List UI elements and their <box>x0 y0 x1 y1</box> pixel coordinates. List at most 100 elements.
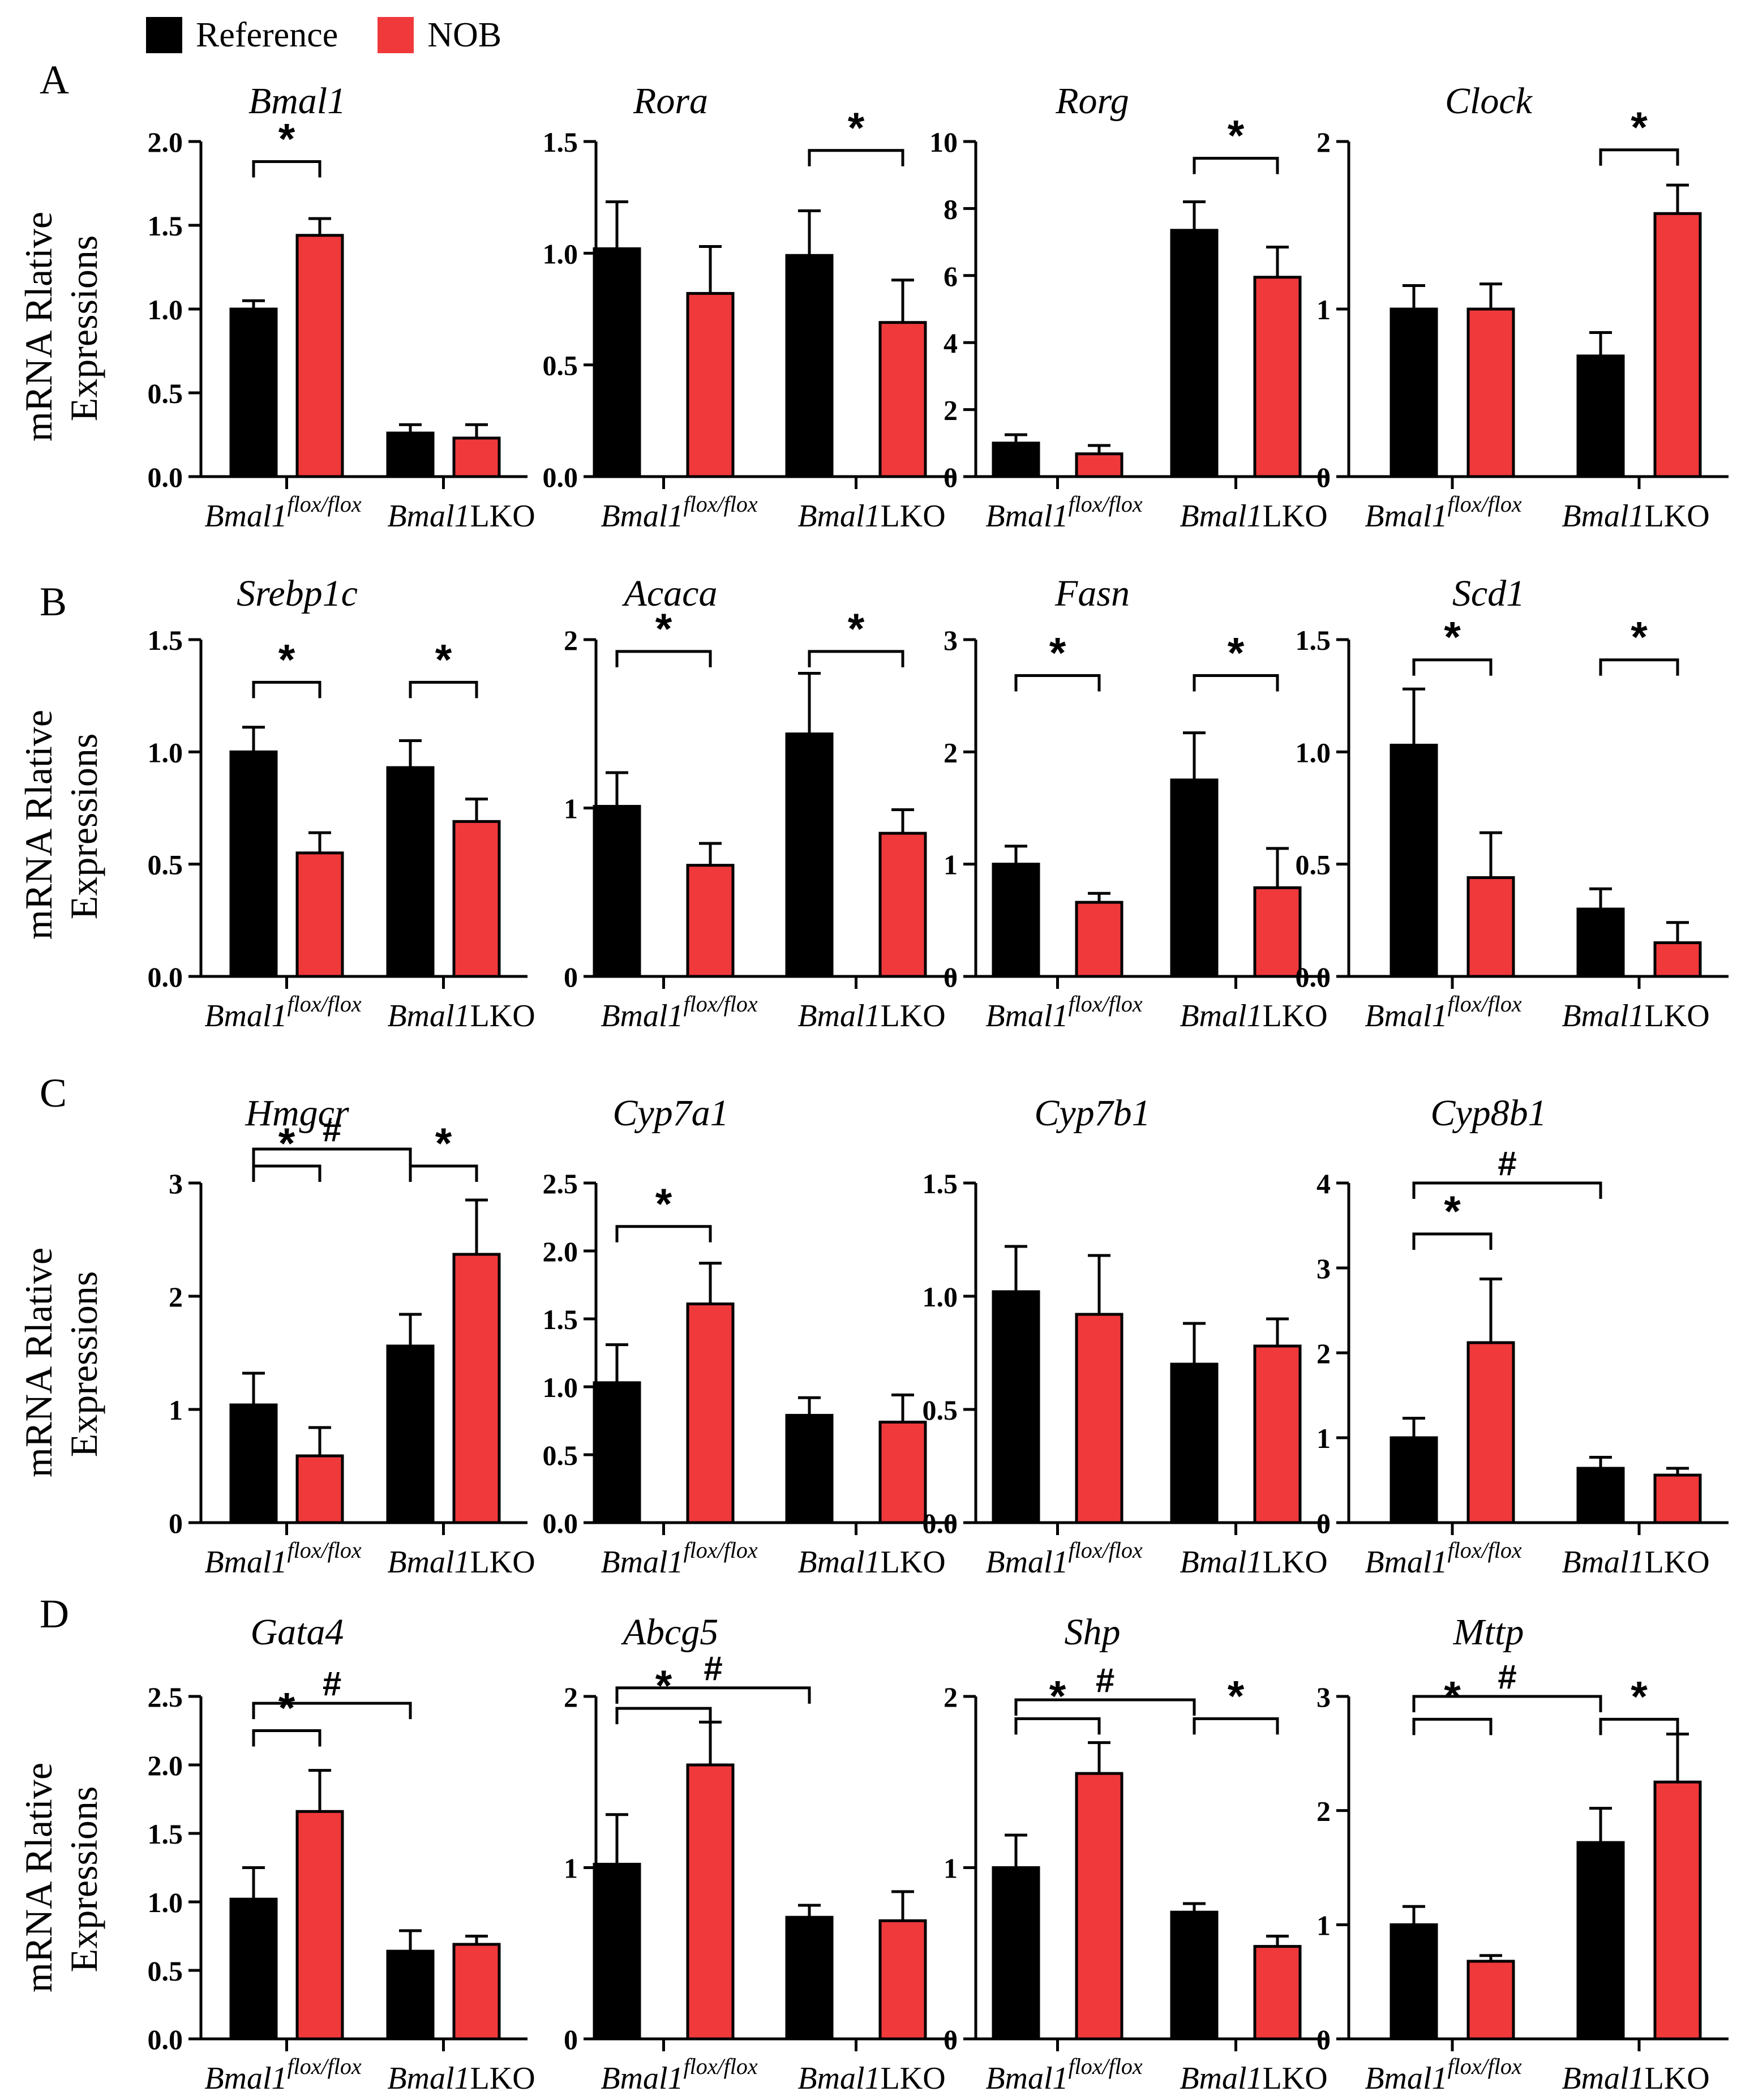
xlabel-base: Bmal1 <box>387 2061 470 2096</box>
panel-letter-b: B <box>40 579 67 624</box>
chart-rorg-sig-bracket <box>1193 157 1279 174</box>
xlabel-suffix: LKO <box>881 2061 946 2096</box>
chart-cyp8b1-xlabel-floxflox: Bmal1flox/flox <box>1365 1537 1522 1580</box>
chart-abcg5-xlabel-lko: Bmal1LKO <box>797 2061 945 2096</box>
chart-gata4-sig-bracket <box>252 1729 321 1747</box>
xlabel-base: Bmal1 <box>985 2061 1068 2096</box>
chart-cyp7b1-xlabel-lko: Bmal1LKO <box>1180 1545 1327 1580</box>
chart-mttp-ytick-label: 1 <box>1316 1909 1331 1941</box>
chart-bmal1-title: Bmal1 <box>248 80 346 122</box>
chart-fasn-ytick-label: 2 <box>944 736 958 768</box>
chart-fasn-sig-bracket <box>1193 674 1279 692</box>
panel-letter-d: D <box>40 1591 69 1636</box>
chart-scd1-sig-bracket-label: * <box>1444 614 1461 662</box>
chart-shp-bar-reference-lko <box>1170 1910 1219 2041</box>
chart-cyp7a1-ytick-label: 1.0 <box>543 1372 578 1403</box>
chart-gata4-bar-reference-floxflox <box>229 1897 278 2041</box>
chart-acaca-bar-reference-lko <box>785 732 834 978</box>
xlabel-superscript: flox/flox <box>684 991 758 1017</box>
chart-hmgcr-bar-reference-lko <box>386 1344 435 1524</box>
chart-srebp1c-ytick-label: 1.5 <box>148 624 183 656</box>
chart-cyp7b1-xlabel-floxflox: Bmal1flox/flox <box>985 1537 1143 1580</box>
chart-shp-bar-nob-lko <box>1253 1945 1302 2041</box>
chart-gata4-bar-nob-floxflox <box>295 1810 344 2041</box>
xlabel-base: Bmal1 <box>387 499 470 534</box>
chart-shp-ytick-label: 1 <box>944 1853 958 1884</box>
chart-srebp1c-sig-bracket <box>252 680 321 698</box>
xlabel-superscript: flox/flox <box>1069 2054 1143 2079</box>
chart-mttp-bar-nob-floxflox <box>1466 1960 1515 2041</box>
xlabel-superscript: flox/flox <box>1448 491 1522 517</box>
xlabel-base: Bmal1 <box>204 499 287 534</box>
chart-cyp8b1-ytick-label: 0 <box>1316 1507 1331 1539</box>
chart-srebp1c-ytick-label: 0.5 <box>148 849 183 881</box>
chart-shp-xlabel-lko: Bmal1LKO <box>1180 2061 1327 2096</box>
xlabel-base: Bmal1 <box>1562 1545 1644 1580</box>
chart-cyp8b1-title: Cyp8b1 <box>1430 1092 1546 1134</box>
chart-gata4-hash-bracket <box>252 1702 412 1720</box>
chart-cyp7a1-xlabel-lko: Bmal1LKO <box>797 1545 945 1580</box>
chart-scd1-title: Scd1 <box>1452 573 1525 614</box>
xlabel-base: Bmal1 <box>601 499 683 534</box>
chart-cyp7a1-bar-reference-lko <box>785 1413 834 1524</box>
xlabel-superscript: flox/flox <box>1069 991 1143 1017</box>
chart-cyp7a1-bar-nob-lko <box>878 1420 927 1524</box>
xlabel-suffix: LKO <box>1645 1545 1710 1580</box>
chart-scd1-ytick-label: 1.0 <box>1296 736 1331 768</box>
xlabel-base: Bmal1 <box>985 499 1068 534</box>
chart-gata4-ytick-label: 0.5 <box>148 1955 183 1987</box>
chart-cyp7b1-ytick-label: 1.0 <box>923 1281 958 1313</box>
legend-item-nob: NOB <box>378 15 501 55</box>
chart-scd1-xlabel-floxflox: Bmal1flox/flox <box>1365 991 1522 1034</box>
chart-fasn-ytick-label: 1 <box>944 849 958 881</box>
chart-cyp7b1-ytick-label: 1.5 <box>923 1168 958 1199</box>
legend-swatch-reference <box>146 17 182 53</box>
xlabel-superscript: flox/flox <box>1448 991 1522 1017</box>
legend-label-reference: Reference <box>196 15 338 54</box>
chart-rora-ytick-label: 1.0 <box>543 238 578 269</box>
chart-clock-title: Clock <box>1445 80 1533 122</box>
chart-rora-xlabel-floxflox: Bmal1flox/flox <box>601 491 758 534</box>
chart-bmal1-xlabel-lko: Bmal1LKO <box>387 499 535 534</box>
chart-rorg-ytick-label: 8 <box>944 193 958 225</box>
xlabel-suffix: LKO <box>1263 2061 1328 2096</box>
chart-abcg5-title: Abcg5 <box>621 1612 719 1653</box>
chart-cyp8b1-ytick-label: 4 <box>1316 1168 1331 1199</box>
xlabel-base: Bmal1 <box>601 1545 683 1580</box>
xlabel-suffix: LKO <box>1263 998 1328 1034</box>
chart-hmgcr-sig-bracket <box>409 1164 478 1182</box>
chart-gata4-ytick-label: 0.0 <box>148 2024 183 2055</box>
chart-rora-ytick-label: 0.5 <box>543 350 578 382</box>
chart-cyp8b1-bar-reference-floxflox <box>1390 1436 1438 1524</box>
chart-abcg5-sig-bracket <box>615 1707 712 1725</box>
chart-mttp-sig-bracket <box>1599 1717 1679 1735</box>
xlabel-base: Bmal1 <box>1365 499 1447 534</box>
chart-scd1-bar-nob-floxflox <box>1466 876 1515 978</box>
chart-clock-ytick-label: 0 <box>1316 461 1331 493</box>
chart-cyp7a1-ytick-label: 0.5 <box>543 1439 578 1471</box>
chart-scd1-bar-nob-lko <box>1653 941 1702 978</box>
chart-shp-ytick-label: 0 <box>944 2024 958 2055</box>
chart-abcg5-bar-reference-floxflox <box>593 1862 641 2041</box>
chart-rorg-ytick-label: 2 <box>944 395 958 426</box>
chart-gata4-ytick-label: 2.5 <box>148 1681 183 1713</box>
xlabel-superscript: flox/flox <box>1069 491 1143 517</box>
xlabel-base: Bmal1 <box>1180 1545 1262 1580</box>
chart-acaca-ytick-label: 1 <box>564 793 578 825</box>
chart-bmal1-sig-bracket-label: * <box>278 115 295 164</box>
chart-rora-sig-bracket-label: * <box>848 104 865 152</box>
xlabel-base: Bmal1 <box>1562 998 1644 1034</box>
chart-bmal1-ytick-label: 1.5 <box>148 210 183 242</box>
chart-cyp8b1-hash-bracket-label: # <box>1498 1145 1516 1182</box>
chart-shp-sig-bracket <box>1014 1717 1101 1735</box>
chart-bmal1-ytick-label: 0.0 <box>148 461 183 493</box>
chart-gata4-xlabel-lko: Bmal1LKO <box>387 2061 535 2096</box>
chart-bmal1-sig-bracket <box>252 160 321 178</box>
chart-cyp7a1-bar-reference-floxflox <box>593 1381 641 1524</box>
xlabel-suffix: LKO <box>1645 499 1710 534</box>
